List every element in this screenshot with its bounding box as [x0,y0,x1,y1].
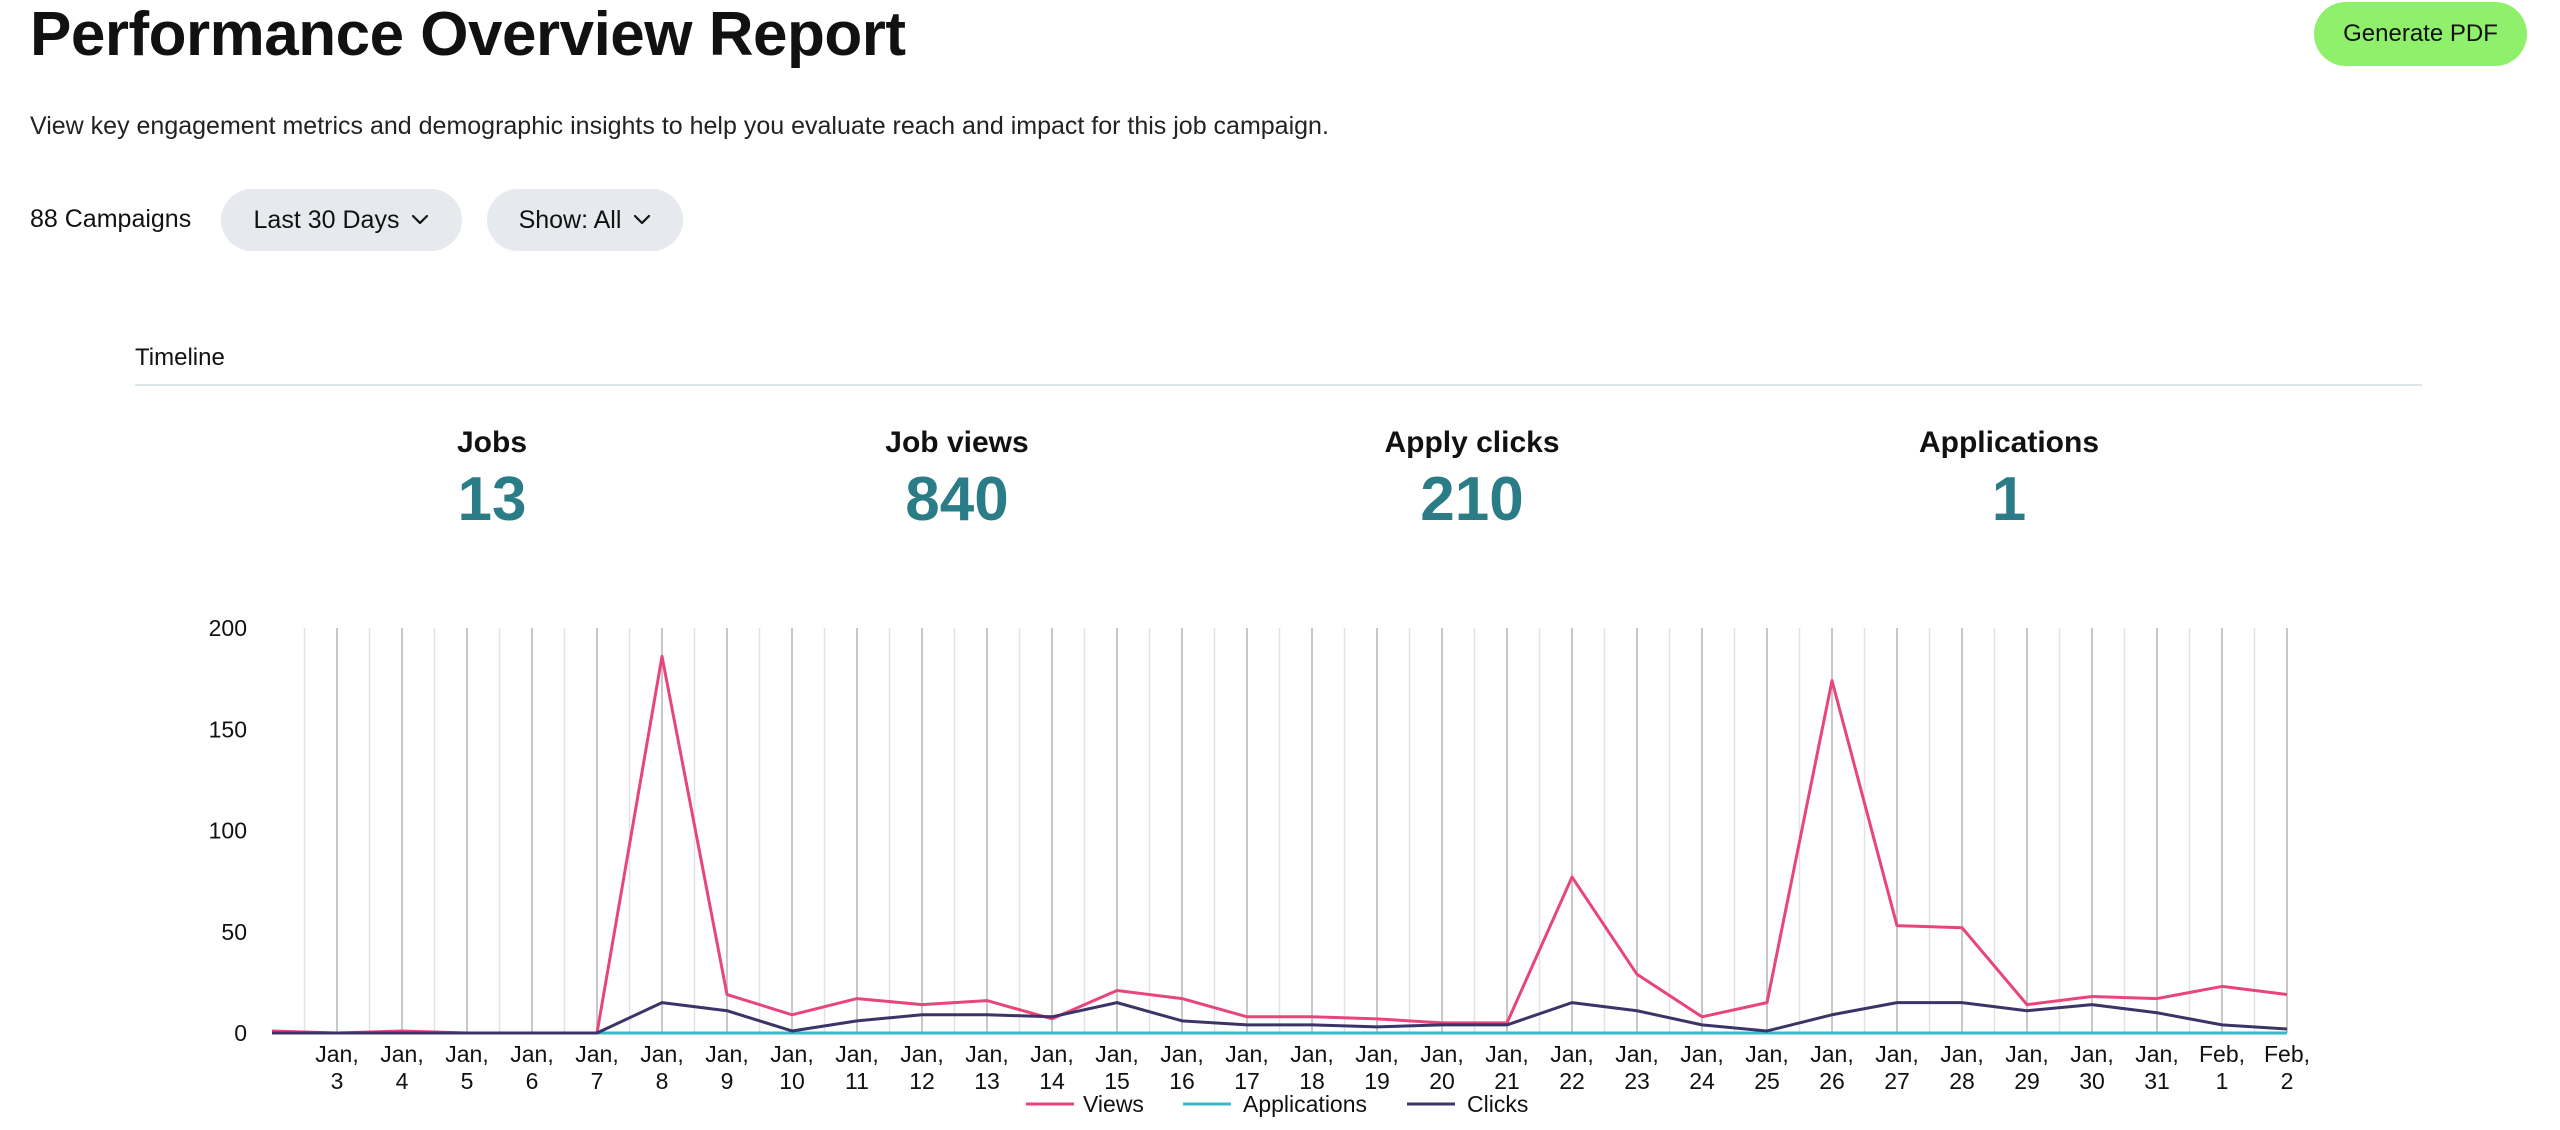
x-tick-label: Jan, 6 [510,1041,553,1094]
x-tick-label: Jan, 16 [1160,1041,1203,1094]
metric-job-views: Job views 840 [767,424,1147,536]
x-tick-label: Jan, 17 [1225,1041,1268,1094]
chevron-down-icon [634,214,651,225]
x-tick-label: Jan, 15 [1095,1041,1138,1094]
x-tick-label: Jan, 26 [1810,1041,1853,1094]
x-tick-label: Jan, 10 [770,1041,813,1094]
x-tick-label: Jan, 4 [380,1041,423,1094]
x-tick-label: Jan, 23 [1615,1041,1658,1094]
x-tick-label: Feb, 2 [2264,1041,2310,1094]
metric-job-views-label: Job views [885,426,1029,459]
y-tick-label: 0 [234,1020,247,1046]
show-filter-label: Show: All [518,205,622,234]
campaigns-count: 88 Campaigns [30,205,192,233]
y-tick-label: 100 [209,818,247,844]
date-range-label: Last 30 Days [253,205,400,234]
metric-apply-clicks-value: 210 [1420,465,1524,534]
metric-jobs-label: Jobs [456,426,528,459]
x-tick-label: Jan, 12 [900,1041,943,1094]
y-tick-label: 50 [221,919,247,945]
x-tick-label: Jan, 3 [315,1041,358,1094]
x-tick-label: Jan, 8 [640,1041,683,1094]
x-tick-label: Jan, 19 [1355,1041,1398,1094]
page-title: Performance Overview Report [30,0,906,69]
generate-pdf-button[interactable]: Generate PDF [2314,2,2527,66]
x-tick-label: Feb, 1 [2199,1041,2245,1094]
x-tick-label: Jan, 5 [445,1041,488,1094]
timeline-chart: 0 50 100 150 200 Jan, 3 Jan, 4 Jan, 5 Jan, 6 Jan, 7 Jan… [209,615,2310,1117]
x-tick-label: Jan, 29 [2005,1041,2048,1094]
metric-job-views-value: 840 [905,465,1009,534]
series-line-clicks [272,1001,2288,1035]
metric-jobs: Jobs 13 [302,424,682,536]
x-tick-label: Jan, 25 [1745,1041,1788,1094]
metric-applications-value: 1 [1991,465,2027,534]
x-tick-label: Jan, 9 [705,1041,748,1094]
tab-timeline[interactable]: Timeline [135,344,225,371]
metric-applications-label: Applications [1918,426,2099,459]
legend-label-views: Views [1083,1091,1144,1117]
series-line-views [271,654,2288,1035]
chevron-down-icon [412,214,429,225]
x-tick-label: Jan, 30 [2070,1041,2113,1094]
x-tick-label: Jan, 18 [1290,1041,1333,1094]
x-tick-label: Jan, 24 [1680,1041,1723,1094]
x-tick-label: Jan, 22 [1550,1041,1593,1094]
y-tick-label: 150 [209,716,247,742]
legend-label-applications: Applications [1243,1091,1367,1117]
tab-divider [135,384,2422,386]
x-tick-label: Jan, 13 [965,1041,1008,1094]
metric-apply-clicks-label: Apply clicks [1384,426,1560,459]
legend-label-clicks: Clicks [1467,1091,1528,1117]
metric-apply-clicks: Apply clicks 210 [1282,424,1662,536]
metric-applications: Applications 1 [1819,424,2199,536]
metric-jobs-value: 13 [457,465,527,534]
x-tick-label: Jan, 7 [575,1041,618,1094]
x-tick-label: Jan, 31 [2135,1041,2178,1094]
y-tick-label: 200 [209,615,247,641]
x-tick-label: Jan, 20 [1420,1041,1463,1094]
x-tick-label: Jan, 14 [1030,1041,1073,1094]
x-tick-label: Jan, 27 [1875,1041,1918,1094]
date-range-dropdown[interactable]: Last 30 Days [221,189,462,251]
x-tick-label: Jan, 21 [1485,1041,1528,1094]
show-filter-dropdown[interactable]: Show: All [487,189,683,251]
page-description: View key engagement metrics and demograp… [30,112,1329,140]
x-tick-label: Jan, 11 [835,1041,878,1094]
x-tick-label: Jan, 28 [1940,1041,1983,1094]
